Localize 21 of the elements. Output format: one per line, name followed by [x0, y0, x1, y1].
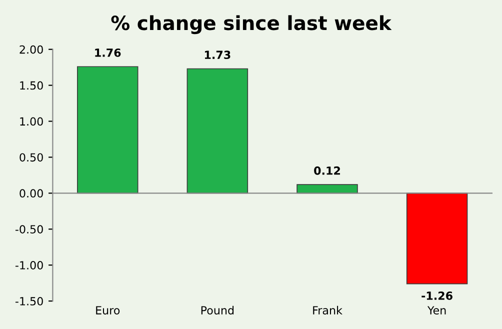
bar	[406, 192, 468, 284]
x-tick-label: Yen	[427, 306, 446, 314]
y-tick-label: 2.00	[20, 45, 43, 54]
x-tick-label: Frank	[313, 306, 342, 314]
bar	[186, 68, 248, 194]
y-tick-label: -1.00	[15, 261, 43, 270]
y-tick-label: 0.00	[20, 189, 43, 198]
data-label: 1.73	[204, 50, 230, 60]
y-tick-label: 1.00	[20, 117, 43, 126]
y-tick-label: -1.50	[15, 297, 43, 306]
x-tick-label: Euro	[96, 306, 120, 314]
data-label: 1.76	[95, 48, 121, 57]
data-label: -1.26	[422, 292, 452, 300]
y-tick-label: 1.50	[20, 81, 43, 90]
data-label: 0.12	[314, 166, 340, 175]
y-tick-label: -0.50	[15, 225, 43, 234]
chart-title: % change since last week	[111, 15, 392, 34]
bar	[77, 66, 138, 194]
x-tick-label: Pound	[201, 306, 234, 314]
y-tick-label: 0.50	[20, 153, 43, 162]
bar	[296, 184, 358, 194]
